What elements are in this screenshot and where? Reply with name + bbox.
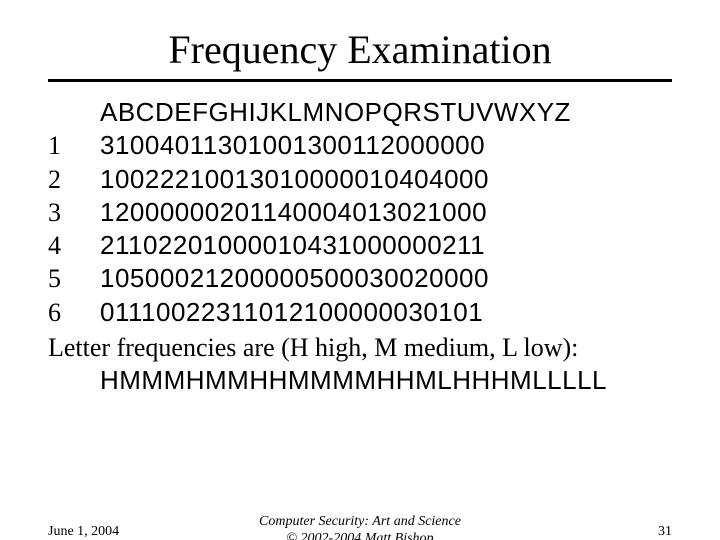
data-row: 5 10500021200000500030020000 [48,262,672,295]
footer-copyright: © 2002-2004 Matt Bishop [286,531,433,540]
footer-date: June 1, 2004 [48,524,119,540]
row-value: 21102201000010431000000211 [100,229,485,262]
slide-footer: June 1, 2004 Computer Security: Art and … [0,514,720,540]
slide-title: Frequency Examination [0,26,720,73]
row-index: 1 [48,129,100,162]
row-index: 3 [48,196,100,229]
footer-title: Computer Security: Art and Science [259,514,461,529]
row-value: 01110022311012100000030101 [100,296,483,329]
title-rule [48,79,672,82]
footer-page-number: 31 [658,524,672,540]
frequency-note: Letter frequencies are (H high, M medium… [48,331,672,364]
row-index: 6 [48,296,100,329]
row-value: 12000000201140004013021000 [100,196,487,229]
data-row: 6 01110022311012100000030101 [48,296,672,329]
row-index: 5 [48,262,100,295]
data-row: 1 31004011301001300112000000 [48,129,672,162]
slide-body: ABCDEFGHIJKLMNOPQRSTUVWXYZ 1 31004011301… [48,96,672,397]
frequency-line: HMMMHMMHHMMMMHHMLHHHMLLLLL [100,364,672,397]
row-index: 2 [48,163,100,196]
slide: Frequency Examination ABCDEFGHIJKLMNOPQR… [0,26,720,540]
data-row: 2 10022210013010000010404000 [48,163,672,196]
row-value: 31004011301001300112000000 [100,129,485,162]
row-value: 10500021200000500030020000 [100,262,489,295]
row-index: 4 [48,229,100,262]
alphabet-header: ABCDEFGHIJKLMNOPQRSTUVWXYZ [100,96,672,129]
data-row: 3 12000000201140004013021000 [48,196,672,229]
data-row: 4 21102201000010431000000211 [48,229,672,262]
row-value: 10022210013010000010404000 [100,163,489,196]
